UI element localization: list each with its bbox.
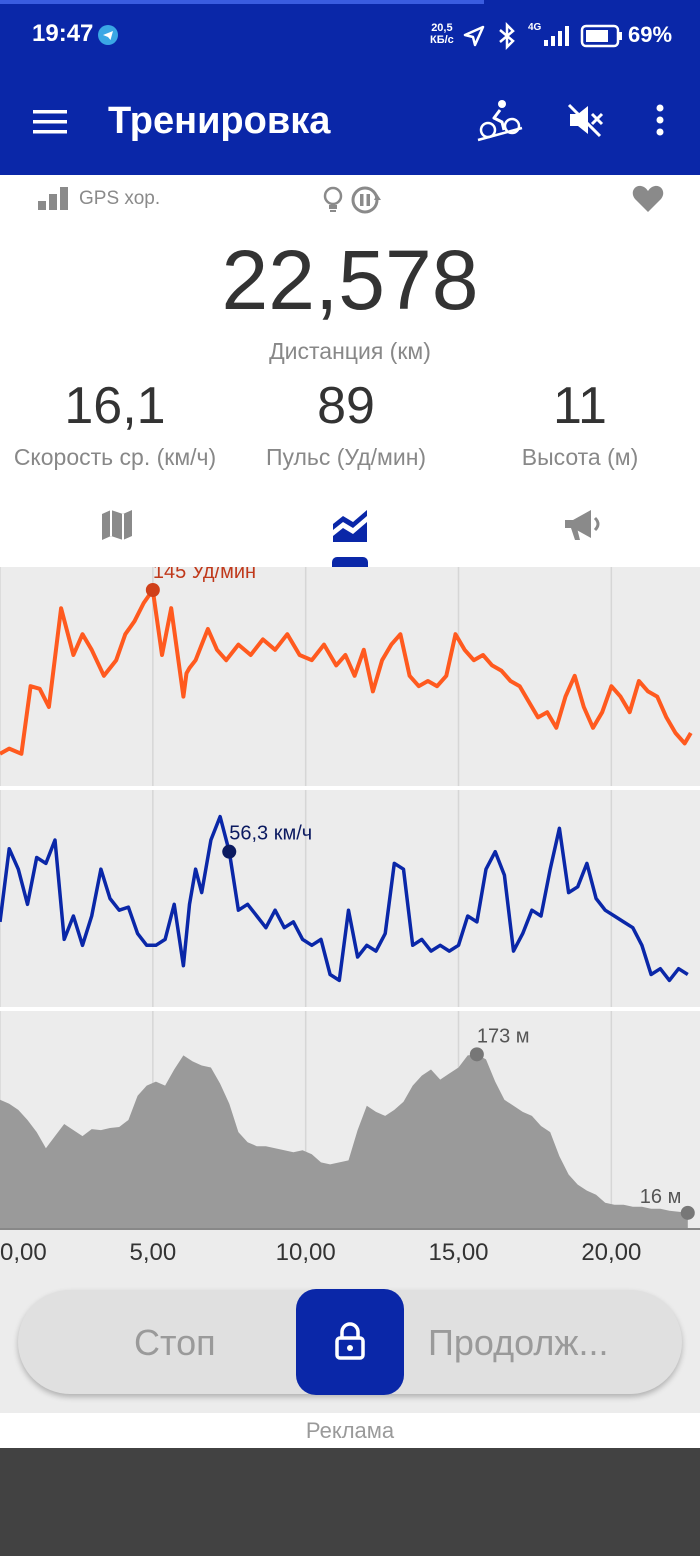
bluetooth-icon <box>496 21 518 55</box>
x-tick-label: 10,00 <box>276 1239 336 1266</box>
tab-bar <box>0 495 700 567</box>
speed-chart[interactable]: 56,3 км/ч <box>0 814 689 983</box>
altitude-chart[interactable]: 173 м 16 м <box>0 1025 695 1229</box>
ad-banner[interactable] <box>0 1448 700 1556</box>
sound-off-icon[interactable] <box>558 92 614 148</box>
peak-marker <box>145 583 160 597</box>
menu-icon[interactable] <box>24 96 76 148</box>
x-tick-label: 5,00 <box>129 1239 176 1266</box>
map-icon <box>102 510 132 540</box>
tab-map[interactable] <box>58 495 176 555</box>
lightbulb-icon[interactable] <box>322 185 344 220</box>
net-speed: 20,5 КБ/с <box>430 22 454 46</box>
chart-icon <box>333 510 367 542</box>
status-time: 19:47 <box>32 20 94 47</box>
tab-charts[interactable] <box>291 495 409 555</box>
charts-panel: 145 Уд/мин 56,3 км/ч 173 м 16 м 0,00 5,00 1… <box>0 567 700 1287</box>
x-tick-label: 0,00 <box>0 1239 47 1266</box>
resume-button[interactable]: Продолж... <box>428 1322 609 1363</box>
app-bar: Тренировка <box>0 72 700 175</box>
stop-button[interactable]: Стоп <box>134 1322 216 1363</box>
top-progress-line <box>0 0 484 4</box>
megaphone-icon <box>565 510 600 540</box>
distance-value: 22,578 <box>221 233 479 327</box>
gps-row: GPS хор. <box>0 175 700 225</box>
peak-label: 56,3 км/ч <box>229 823 312 845</box>
chart-divider <box>0 786 700 790</box>
x-tick-label: 20,00 <box>581 1239 641 1266</box>
series-line <box>0 814 689 983</box>
x-tick-label: 15,00 <box>428 1239 488 1266</box>
distance-label: Дистанция (км) <box>269 338 431 364</box>
peak-marker <box>469 1047 484 1062</box>
series-line <box>0 588 693 756</box>
avg-speed-label: Скорость ср. (км/ч) <box>13 444 217 470</box>
pulse-label: Пульс (Уд/мин) <box>265 444 427 470</box>
network-type: 4G <box>528 22 542 33</box>
lock-button[interactable] <box>296 1289 404 1395</box>
ad-label: Реклама <box>305 1418 395 1443</box>
chart-divider <box>0 1007 700 1011</box>
telegram-icon <box>98 25 118 45</box>
active-tab-indicator <box>332 557 368 567</box>
end-marker <box>680 1205 695 1220</box>
bike-climb-icon[interactable] <box>472 92 528 148</box>
more-options-icon[interactable] <box>640 92 680 148</box>
peak-marker <box>222 844 237 859</box>
auto-pause-icon[interactable] <box>350 184 382 221</box>
peak-label: 173 м <box>477 1025 530 1047</box>
gps-signal-icon <box>38 187 70 216</box>
battery-icon <box>580 24 624 53</box>
status-bar: 19:47 20,5 КБ/с 4G 69% <box>0 0 700 72</box>
avg-speed-value: 16,1 <box>64 377 166 435</box>
peak-label: 145 Уд/мин <box>153 567 256 583</box>
pulse-value: 89 <box>317 377 375 435</box>
page-title: Тренировка <box>108 100 331 142</box>
end-label: 16 м <box>640 1186 682 1208</box>
lock-icon <box>335 1322 365 1360</box>
heart-icon[interactable] <box>632 185 664 218</box>
battery-percent: 69% <box>628 22 673 47</box>
location-arrow-icon <box>462 24 486 53</box>
altitude-label: Высота (м) <box>521 444 639 470</box>
net-speed-unit: КБ/с <box>430 34 454 46</box>
altitude-area <box>0 1054 688 1229</box>
x-axis-ticks: 0,00 5,00 10,00 15,00 20,00 <box>0 1239 641 1266</box>
tab-announcements[interactable] <box>524 495 642 555</box>
signal-icon <box>542 24 572 53</box>
gps-status-label: GPS хор. <box>79 188 161 209</box>
pulse-chart[interactable]: 145 Уд/мин <box>0 567 693 756</box>
altitude-value: 11 <box>553 377 607 435</box>
net-speed-value: 20,5 <box>431 22 453 34</box>
